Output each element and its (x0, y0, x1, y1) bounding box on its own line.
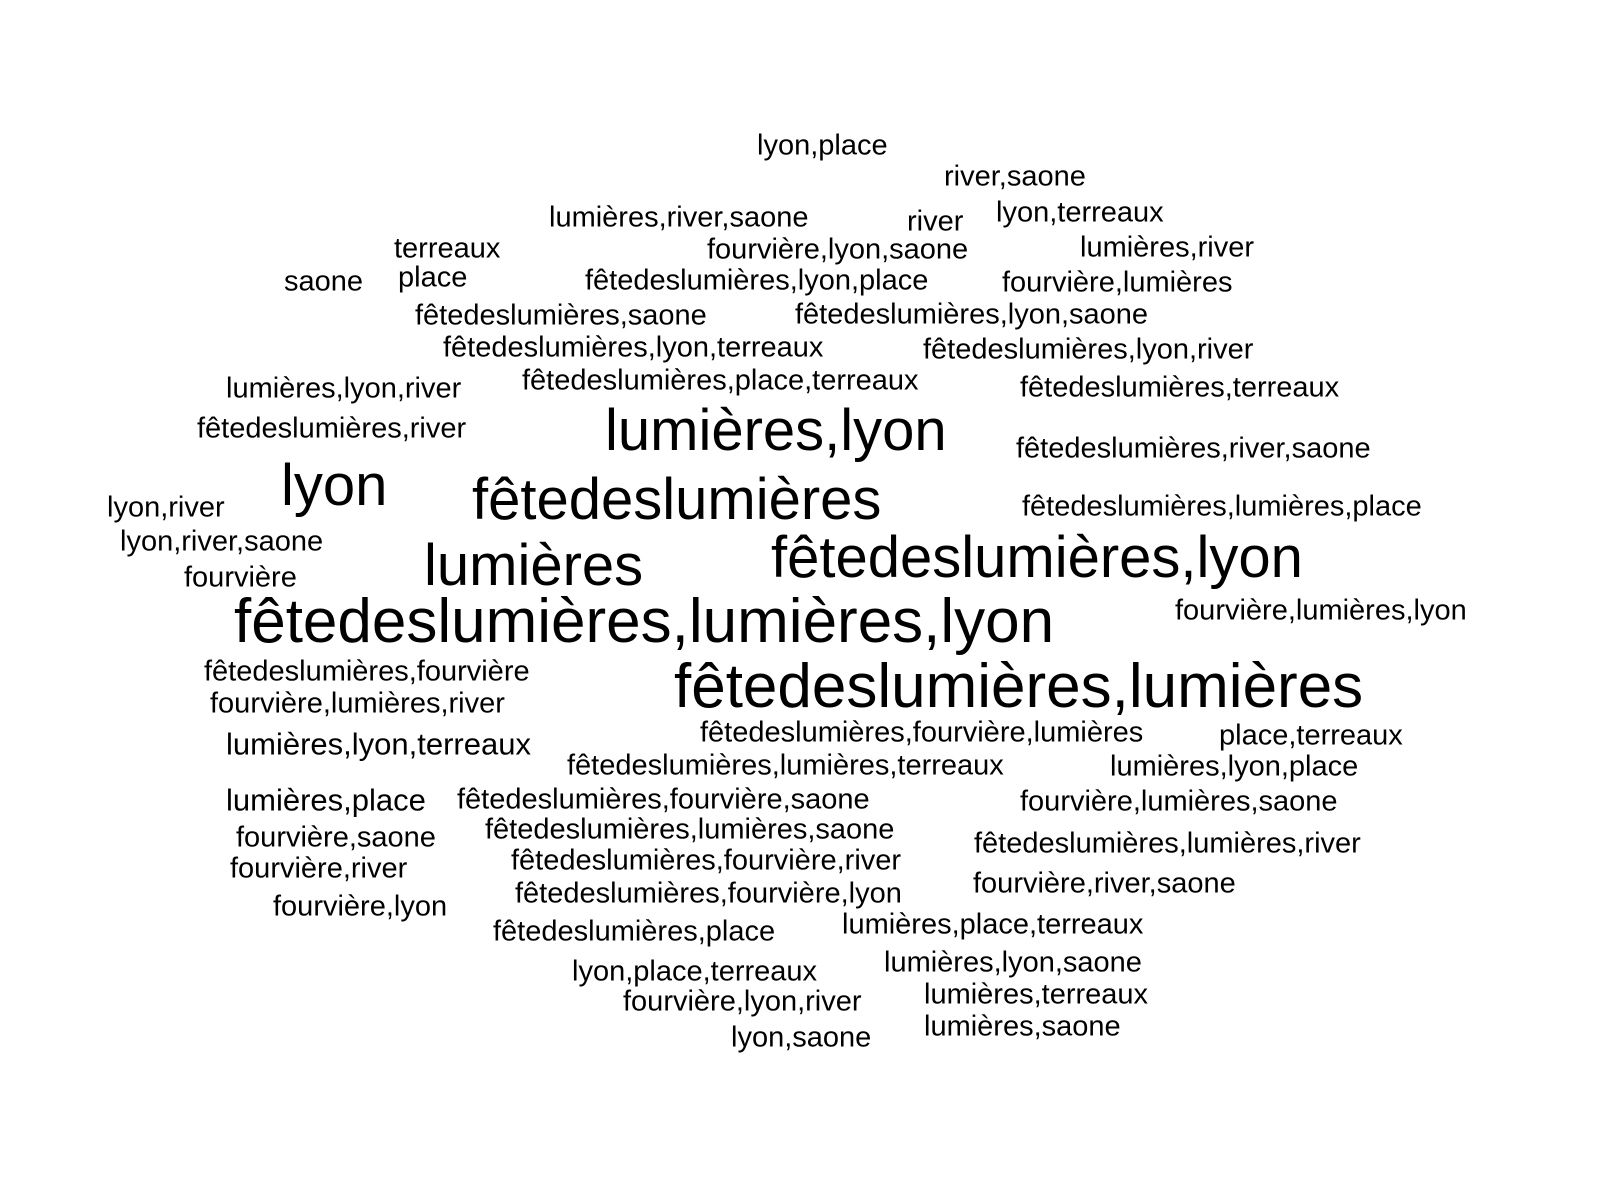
cloud-word: fêtedeslumières,river,saone (1016, 432, 1371, 465)
cloud-word: fourvière,lumières (1002, 266, 1233, 299)
cloud-word: fourvière,lumières,saone (1020, 785, 1338, 818)
cloud-word: fêtedeslumières,lyon (771, 525, 1303, 590)
cloud-word: fêtedeslumières,lyon,saone (795, 298, 1149, 331)
cloud-word: fêtedeslumières,lumières,lyon (234, 587, 1055, 656)
cloud-word: fourvière (184, 561, 297, 594)
cloud-word: fêtedeslumières,river (197, 412, 467, 445)
cloud-word: fêtedeslumières,lumières (674, 652, 1364, 721)
cloud-word: lumières,river (1080, 231, 1255, 264)
cloud-word: fêtedeslumières,terreaux (1020, 371, 1340, 404)
cloud-word: lumières,river,saone (549, 201, 809, 234)
cloud-word: fêtedeslumières,lumières,place (1022, 490, 1422, 523)
cloud-word: fêtedeslumières,place,terreaux (522, 364, 919, 397)
cloud-word: fourvière,lyon,saone (707, 233, 969, 266)
cloud-word: lyon,river,saone (120, 525, 324, 558)
cloud-word: river (907, 205, 964, 238)
cloud-word: lumières,lyon (605, 398, 947, 463)
cloud-word: lumières (424, 533, 644, 598)
cloud-word: lyon,terreaux (996, 196, 1164, 229)
cloud-word: fêtedeslumières,fourvière,saone (457, 783, 870, 816)
cloud-word: fêtedeslumières,lyon,place (585, 264, 929, 297)
cloud-word: place,terreaux (1219, 719, 1403, 752)
cloud-word: lumières,place (226, 782, 426, 818)
cloud-word: terreaux (394, 232, 501, 265)
cloud-word: fourvière,river (230, 852, 408, 885)
cloud-word: fourvière,saone (236, 821, 436, 854)
cloud-word: fêtedeslumières,fourvière (204, 655, 530, 688)
cloud-word: fêtedeslumières,fourvière,lyon (515, 877, 902, 910)
cloud-word: saone (284, 265, 364, 298)
cloud-word: fêtedeslumières,lumières,terreaux (567, 749, 1004, 782)
cloud-word: lumières,terreaux (924, 978, 1149, 1011)
cloud-word: fêtedeslumières,lumières,river (974, 827, 1361, 860)
cloud-word: lumières,lyon,saone (884, 946, 1142, 979)
cloud-word: lumières,place,terreaux (842, 908, 1144, 941)
cloud-word: fêtedeslumières,place (493, 915, 776, 948)
cloud-word: lyon,river (107, 491, 225, 524)
cloud-word: fêtedeslumières (472, 467, 882, 532)
cloud-word: lyon,place,terreaux (572, 955, 818, 988)
cloud-word: lumières,lyon,place (1110, 750, 1359, 783)
cloud-word: place (398, 261, 468, 294)
cloud-word: lyon,saone (731, 1021, 872, 1054)
cloud-word: fourvière,river,saone (973, 867, 1236, 900)
cloud-word: lyon,place (757, 129, 888, 162)
cloud-word: fêtedeslumières,lyon,river (923, 333, 1254, 366)
cloud-word: lumières,lyon,river (226, 372, 462, 405)
cloud-word: fourvière,lumières,lyon (1175, 594, 1467, 627)
cloud-word: fêtedeslumières,saone (415, 299, 707, 332)
cloud-word: river,saone (944, 160, 1086, 193)
cloud-word: fourvière,lyon,river (623, 985, 862, 1018)
cloud-word: fêtedeslumières,fourvière,river (511, 844, 902, 877)
cloud-word: lumières,lyon,terreaux (226, 726, 531, 762)
cloud-word: fourvière,lumières,river (210, 687, 505, 720)
cloud-word: fêtedeslumières,lyon,terreaux (443, 331, 824, 364)
cloud-word: fêtedeslumières,lumières,saone (485, 813, 895, 846)
cloud-word: fêtedeslumières,fourvière,lumières (700, 716, 1144, 749)
cloud-word: lumières,saone (924, 1010, 1121, 1043)
cloud-word: lyon (281, 453, 388, 518)
cloud-word: fourvière,lyon (273, 890, 448, 923)
